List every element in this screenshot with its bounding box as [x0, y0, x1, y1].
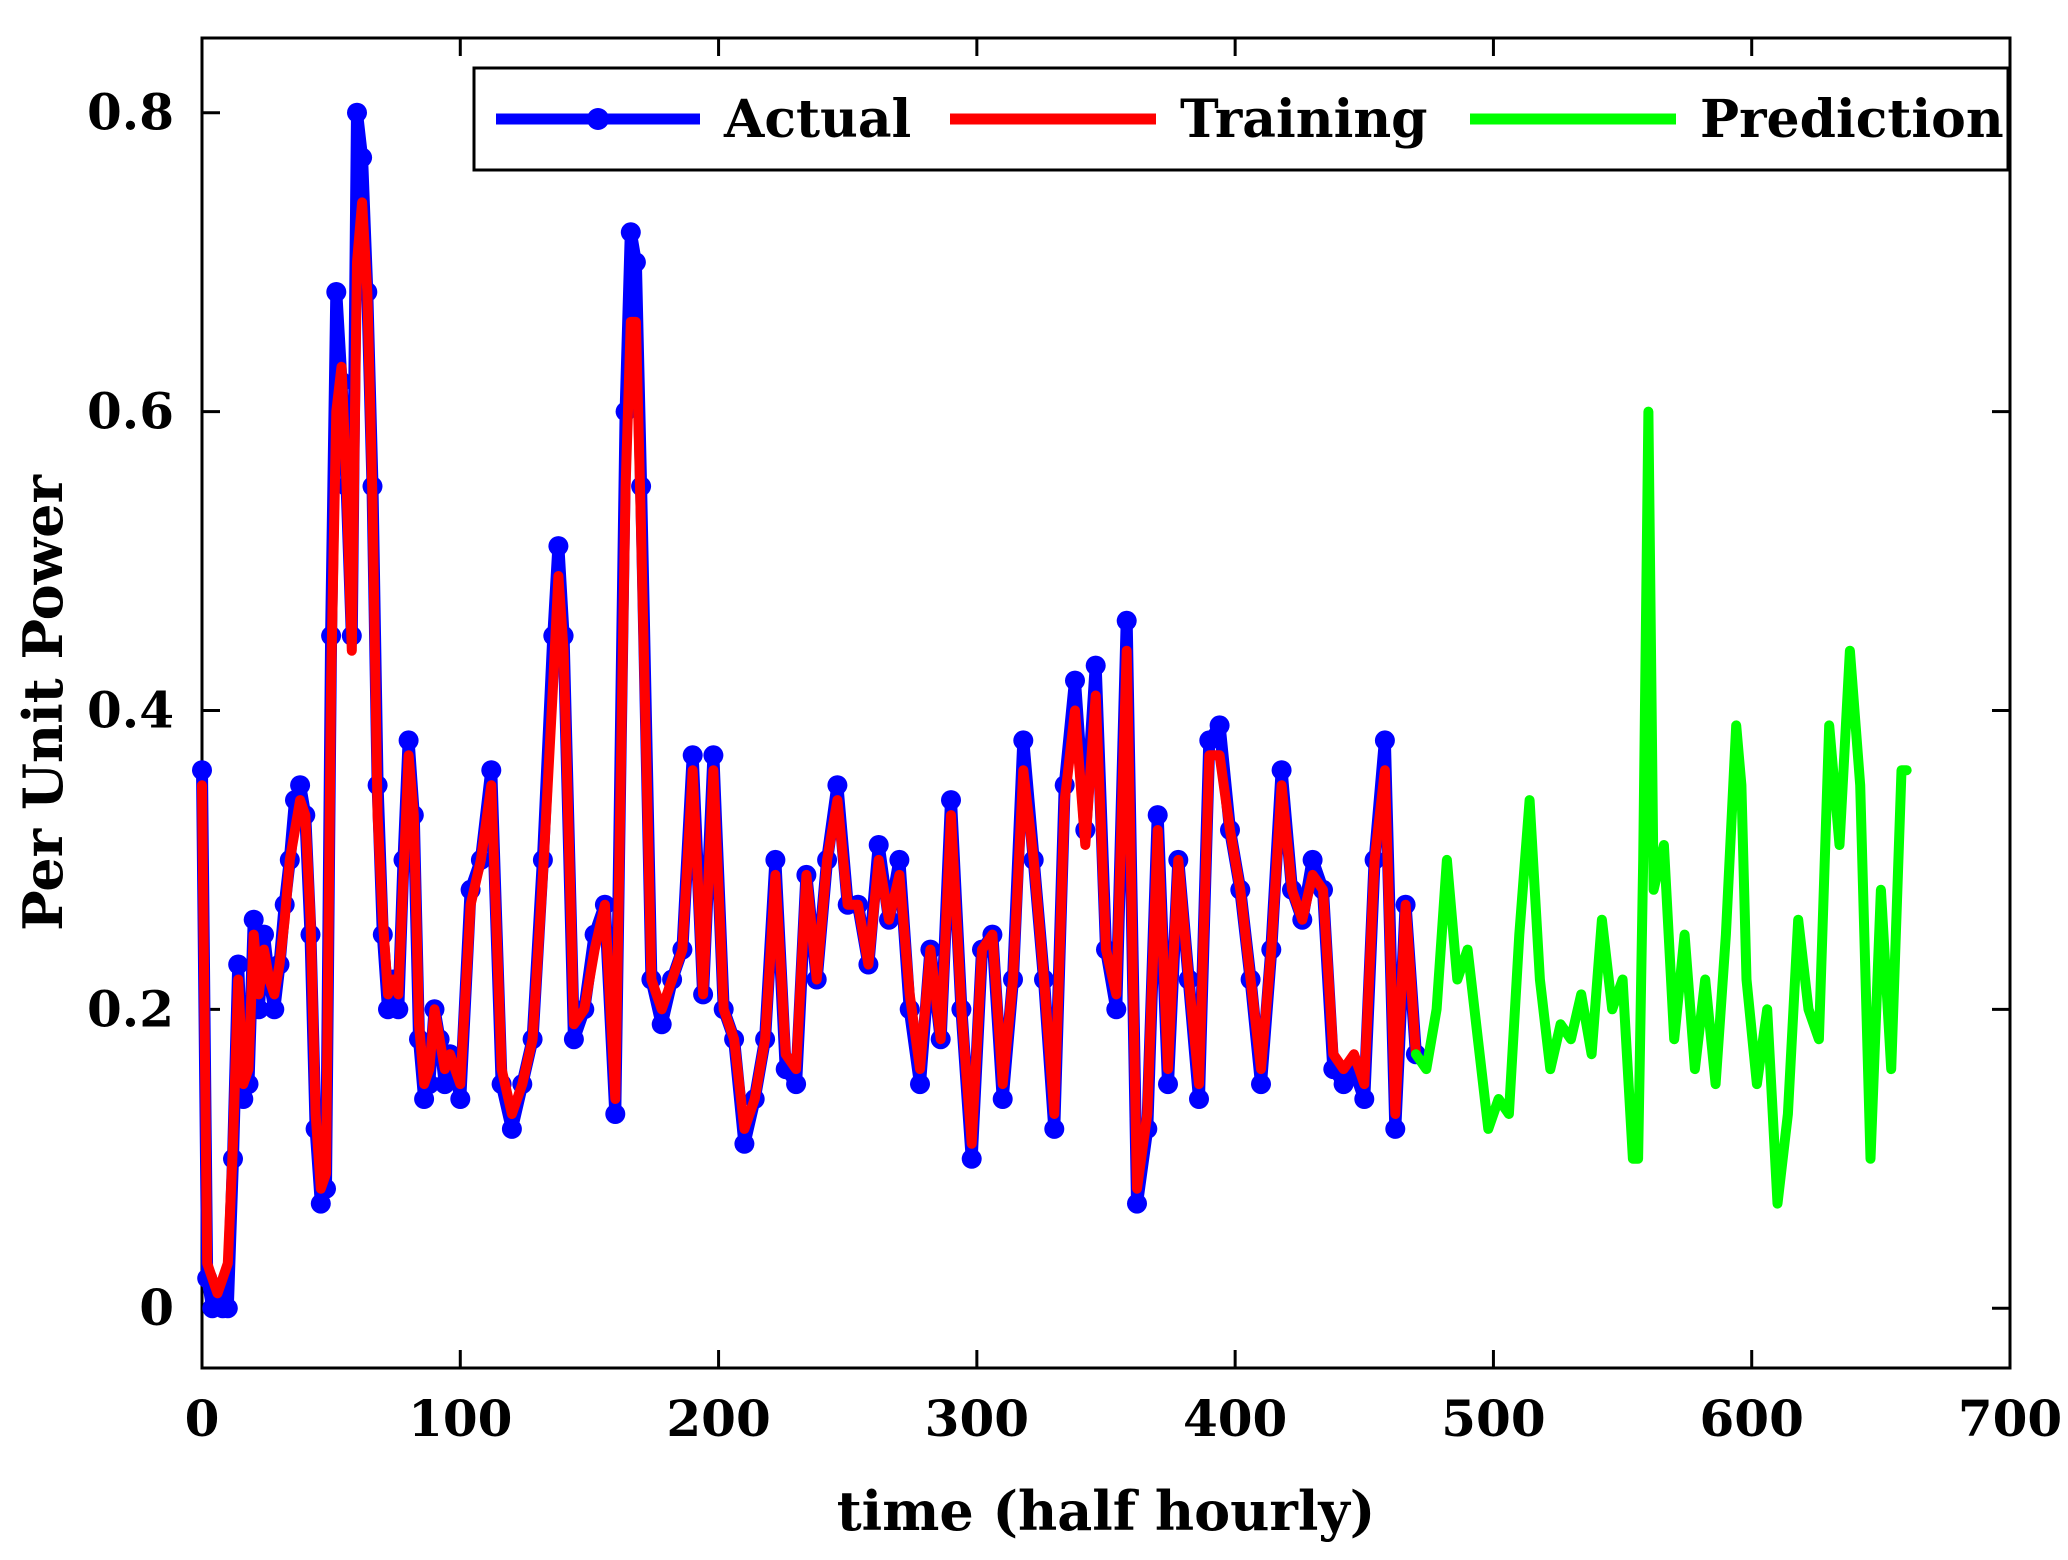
y-tick-label: 0 [139, 1278, 174, 1337]
data-point-actual [1385, 1118, 1406, 1139]
data-point-actual [765, 849, 786, 870]
data-point-actual [992, 1089, 1013, 1109]
x-tick-label: 100 [408, 1389, 512, 1448]
data-point-actual [1044, 1118, 1065, 1139]
data-point-actual [1333, 1074, 1354, 1095]
data-point-actual [941, 790, 961, 811]
y-tick-label: 0.4 [87, 680, 174, 739]
data-point-actual [434, 1074, 455, 1095]
data-point-actual [1106, 999, 1127, 1020]
data-point-actual [501, 1118, 522, 1139]
data-point-actual [290, 775, 311, 796]
data-point-actual [326, 282, 347, 302]
x-tick-label: 600 [1700, 1389, 1804, 1448]
data-point-actual [625, 252, 646, 273]
data-point-actual [243, 909, 264, 930]
series-line-training [197, 197, 1421, 1299]
data-point-actual [450, 1089, 471, 1109]
x-tick-label: 200 [666, 1389, 770, 1448]
legend-label-training: Training [1180, 89, 1427, 150]
data-point-actual [605, 1104, 626, 1124]
y-tick-label: 0.6 [87, 382, 174, 441]
data-point-actual [1271, 760, 1292, 781]
x-tick-label: 300 [925, 1389, 1029, 1448]
data-point-actual [1302, 849, 1323, 870]
data-point-actual [264, 999, 285, 1020]
legend-entry-actual: Actual [496, 89, 911, 150]
x-tick-label: 0 [185, 1389, 220, 1448]
y-axis-title: Per Unit Power [11, 475, 75, 931]
data-point-actual [347, 102, 367, 123]
data-point-actual [651, 1014, 672, 1035]
x-tick-label: 400 [1183, 1389, 1287, 1448]
data-point-actual [703, 745, 724, 766]
x-axis-title: time (half hourly) [837, 1479, 1376, 1543]
data-point-actual [1065, 670, 1085, 691]
x-tick-label: 700 [1958, 1389, 2062, 1448]
x-tick-label: 500 [1441, 1389, 1545, 1448]
data-point-actual [1116, 610, 1137, 631]
data-point-actual [868, 835, 889, 855]
data-point-actual [1374, 730, 1395, 751]
data-point-actual [1085, 655, 1106, 676]
data-point-actual [1209, 715, 1230, 736]
series-prediction [1410, 406, 1912, 1209]
data-point-actual [398, 730, 419, 751]
data-point-actual [563, 1029, 584, 1050]
data-point-actual [388, 999, 409, 1020]
data-point-actual [352, 147, 373, 168]
data-point-actual [786, 1074, 807, 1095]
plot-area [200, 36, 2012, 1370]
data-point-actual [1354, 1089, 1375, 1109]
series-training [197, 197, 1421, 1299]
data-point-actual [889, 849, 910, 870]
data-point-actual [910, 1074, 930, 1095]
data-point-actual [827, 775, 848, 796]
data-point-actual [620, 222, 641, 243]
data-point-actual [1199, 730, 1220, 751]
data-point-actual [1251, 1074, 1271, 1095]
data-point-actual [481, 760, 502, 781]
data-point-actual [1189, 1089, 1209, 1109]
series-layer [192, 102, 1912, 1319]
data-point-actual [217, 1298, 238, 1319]
data-point-actual [548, 536, 569, 557]
legend-marker-actual [587, 108, 609, 130]
data-point-actual [1147, 805, 1168, 826]
data-point-actual [961, 1148, 982, 1169]
legend: Actual Training Prediction [472, 66, 2010, 172]
data-point-actual [734, 1133, 755, 1154]
data-point-actual [1127, 1193, 1147, 1214]
data-point-actual [228, 954, 249, 975]
y-tick-label: 0.2 [87, 979, 174, 1038]
series-line-prediction [1410, 406, 1912, 1209]
data-point-actual [192, 760, 212, 781]
data-point-actual [1013, 730, 1034, 751]
legend-entry-training: Training [950, 89, 1427, 150]
y-tick-label: 0.8 [87, 83, 174, 142]
legend-box [472, 66, 2010, 172]
legend-entry-prediction: Prediction [1470, 89, 2004, 150]
legend-label-prediction: Prediction [1700, 89, 2004, 150]
legend-label-actual: Actual [723, 89, 911, 150]
ticks-layer: 0 100 200 300 400 500 600 700 0 0.2 0.4 0.6 0.8 [87, 38, 2062, 1448]
data-point-actual [682, 745, 703, 766]
data-point-actual [1158, 1074, 1178, 1095]
